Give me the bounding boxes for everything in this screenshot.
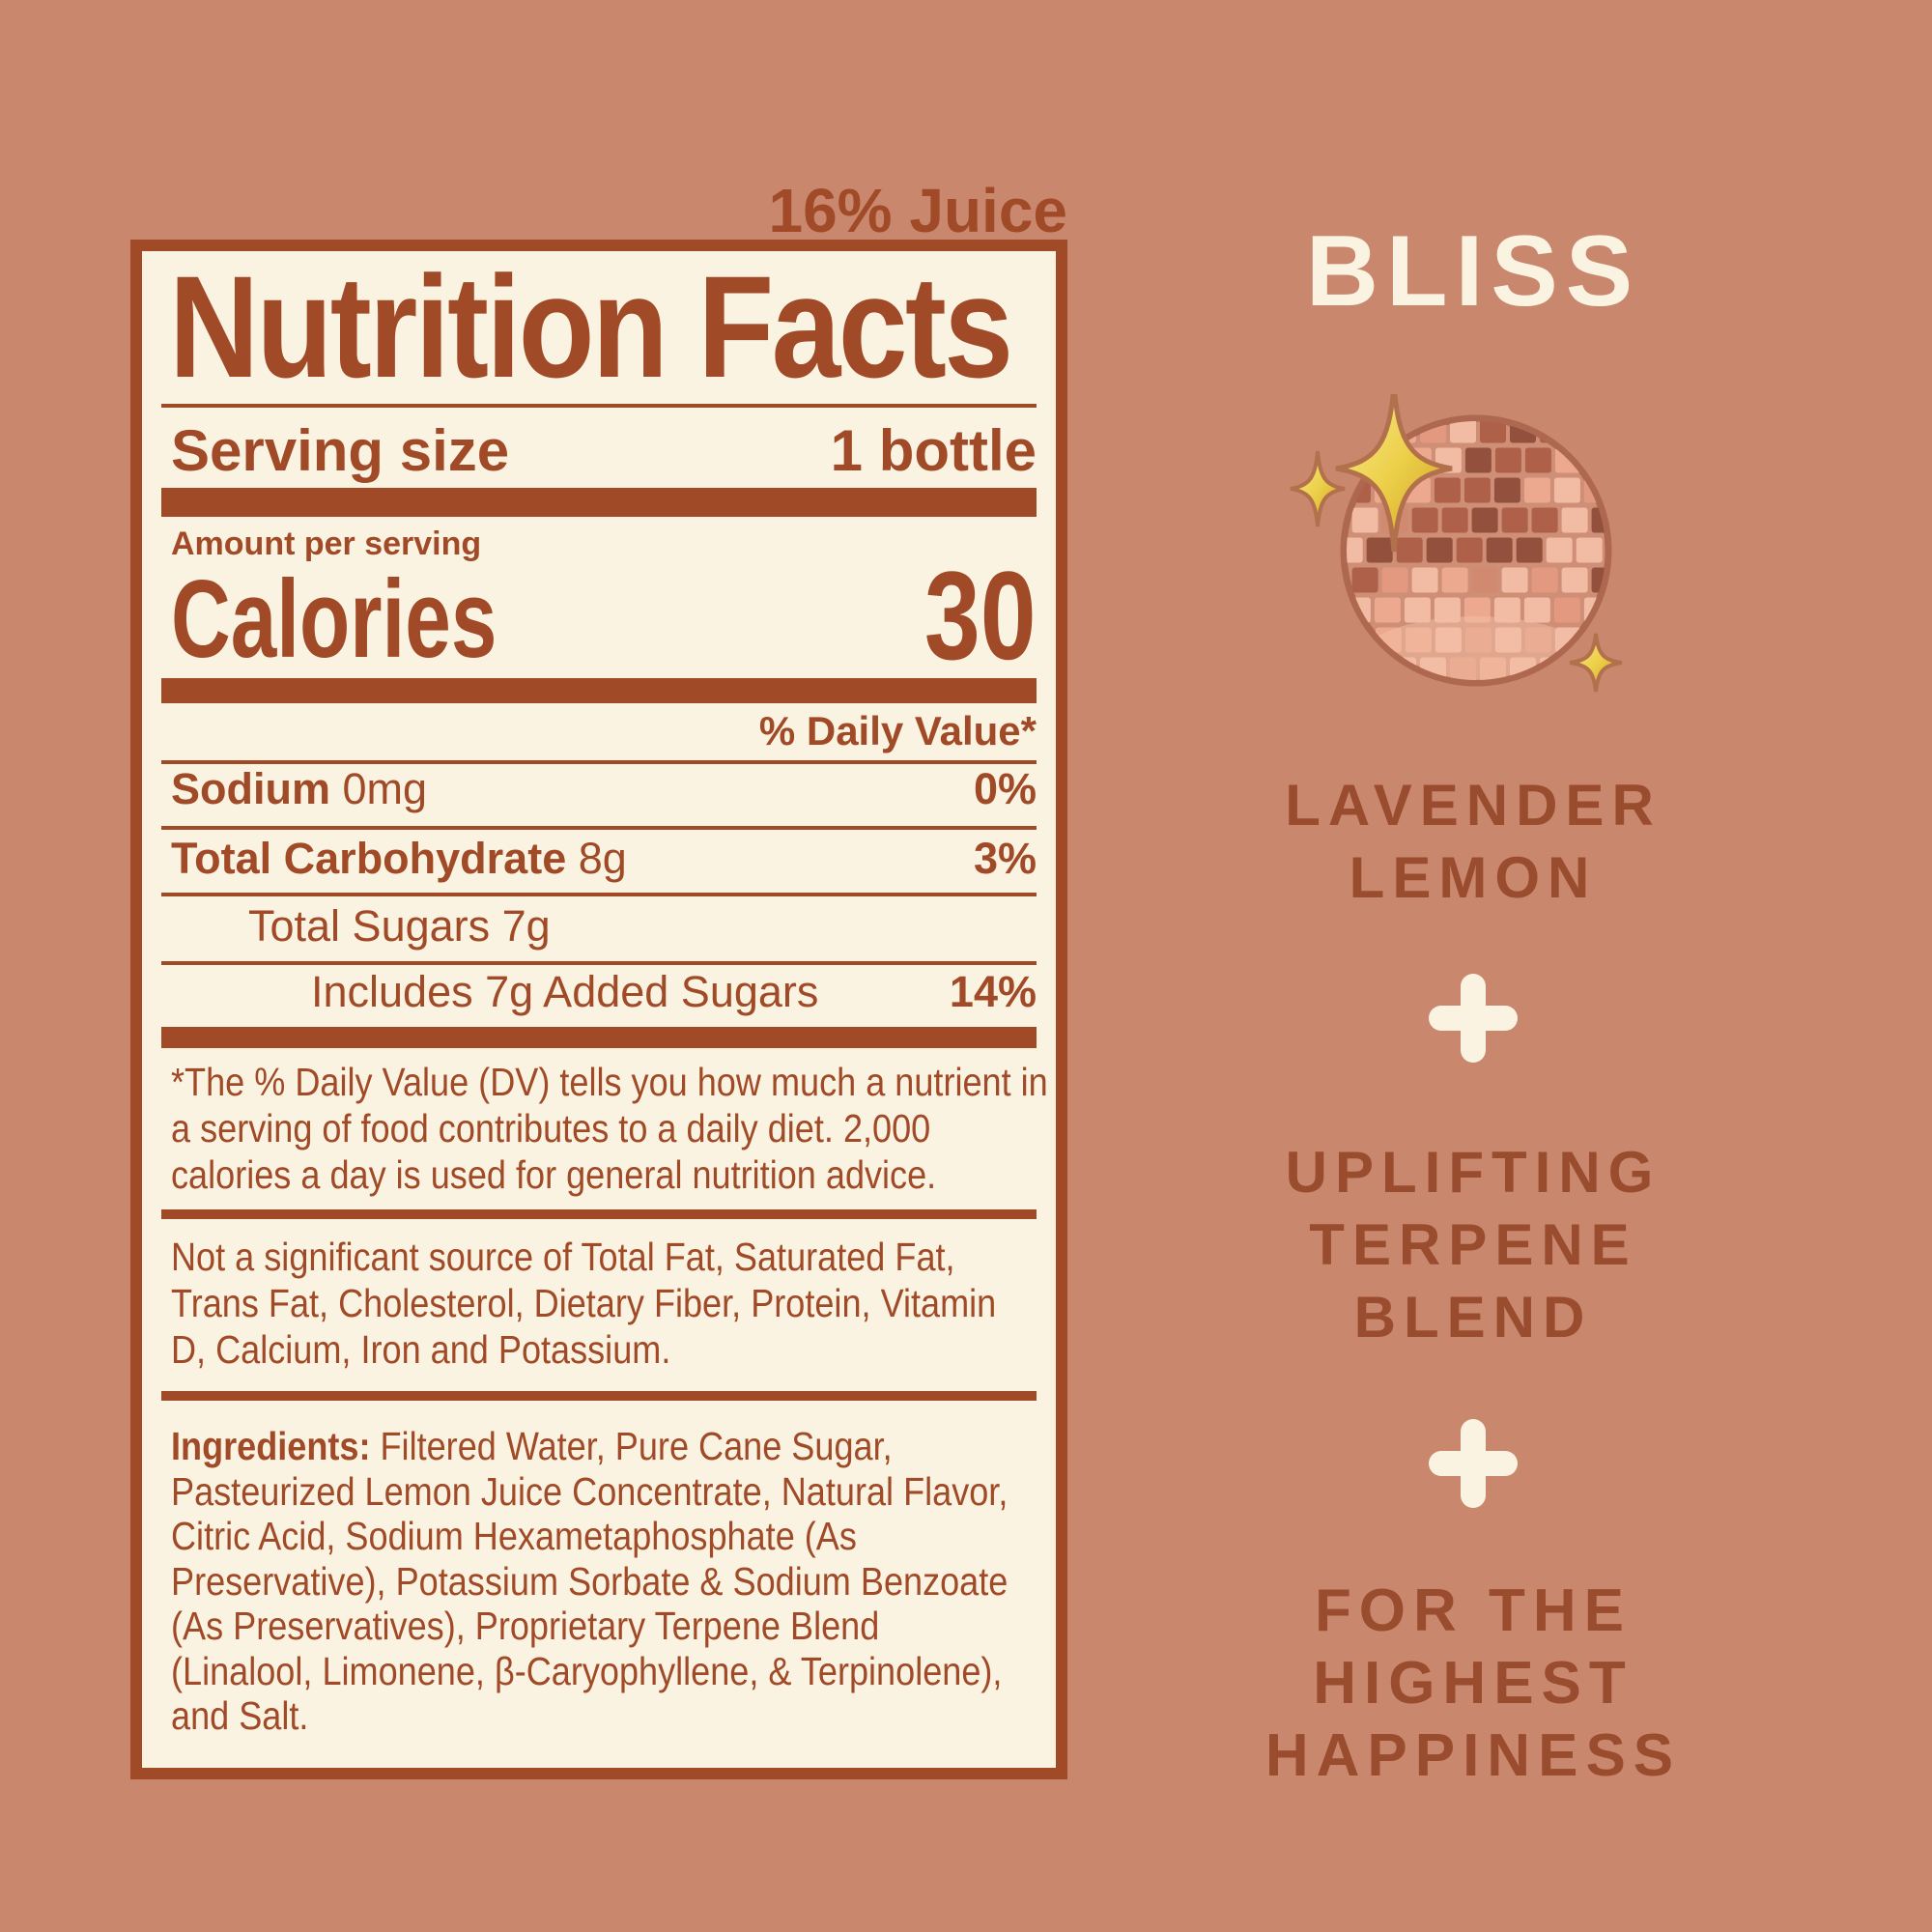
nutrient-name: Includes 7g Added Sugars — [311, 967, 819, 1016]
nutrient-amount: 0mg — [342, 764, 428, 813]
sparkle-icon — [1291, 451, 1345, 526]
divider — [161, 961, 1037, 965]
daily-value-footnote: *The % Daily Value (DV) tells you how mu… — [171, 1060, 1048, 1197]
serving-size-label: Serving size — [171, 418, 510, 483]
juice-percentage-note: 16% Juice — [768, 176, 1067, 245]
divider — [161, 1391, 1037, 1401]
divider — [161, 404, 1037, 408]
thick-divider — [161, 488, 1037, 517]
tagline-line: HAPPINESS — [1264, 1722, 1682, 1789]
nutrient-row-sodium: Sodium 0mg — [171, 767, 427, 810]
nutrition-facts-panel: Nutrition Facts Serving size 1 bottle Am… — [130, 240, 1067, 1779]
divider — [161, 893, 1037, 896]
benefit-line: TERPENE — [1309, 1212, 1637, 1277]
nutrient-amount: 8g — [578, 834, 627, 883]
sparkle-icon — [1570, 634, 1622, 692]
daily-value-header: % Daily Value* — [758, 708, 1037, 753]
nutrient-row-total-sugars: Total Sugars 7g — [248, 904, 551, 948]
nutrient-row-carbohydrate: Total Carbohydrate 8g — [171, 837, 627, 880]
flavor-line: LAVENDER — [1285, 773, 1662, 838]
nutrient-dv: 14% — [949, 967, 1037, 1016]
plus-icon — [1429, 1419, 1518, 1508]
calories-label: Calories — [171, 558, 497, 681]
benefit-line: UPLIFTING — [1285, 1140, 1662, 1205]
brand-name: BLISS — [1305, 215, 1641, 327]
benefit-text: UPLIFTING TERPENE BLEND — [1140, 1136, 1806, 1353]
amount-per-serving-label: Amount per serving — [171, 526, 482, 562]
divider — [161, 826, 1037, 830]
nutrient-row-added-sugars: Includes 7g Added Sugars — [311, 970, 818, 1013]
divider — [161, 1209, 1037, 1219]
thick-divider — [161, 1027, 1037, 1048]
tagline-line: FOR THE — [1314, 1577, 1633, 1644]
nutrient-dv: 0% — [973, 764, 1037, 813]
nutrient-name: Sodium — [171, 764, 330, 813]
nutrient-name: Total Carbohydrate — [171, 834, 567, 883]
not-significant-note: Not a significant source of Total Fat, S… — [171, 1235, 997, 1372]
nutrition-facts-title: Nutrition Facts — [169, 245, 1013, 408]
ingredients-text: Filtered Water, Pure Cane Sugar, Pasteur… — [171, 1424, 1009, 1738]
flavor-name: LAVENDER LEMON — [1140, 769, 1806, 914]
sparkle-icon — [1336, 394, 1452, 552]
nutrient-dv: 3% — [973, 834, 1037, 883]
nutrient-amount: 7g — [501, 901, 551, 951]
ingredients-label: Ingredients: — [171, 1424, 371, 1468]
serving-size-value: 1 bottle — [830, 418, 1037, 483]
disco-ball-sheen — [1352, 616, 1600, 680]
disco-ball-icon — [1277, 394, 1663, 713]
divider — [161, 760, 1037, 764]
flavor-line: LEMON — [1349, 845, 1598, 910]
nutrient-name: Total Sugars — [248, 901, 491, 951]
ingredients-paragraph: Ingredients: Filtered Water, Pure Cane S… — [171, 1424, 1021, 1739]
tagline-text: FOR THE HIGHEST HAPPINESS — [1140, 1575, 1806, 1792]
thick-divider — [161, 678, 1037, 703]
benefit-line: BLEND — [1353, 1285, 1593, 1350]
calories-value: 30 — [924, 545, 1037, 686]
tagline-line: HIGHEST — [1313, 1650, 1634, 1717]
plus-icon — [1429, 974, 1518, 1063]
